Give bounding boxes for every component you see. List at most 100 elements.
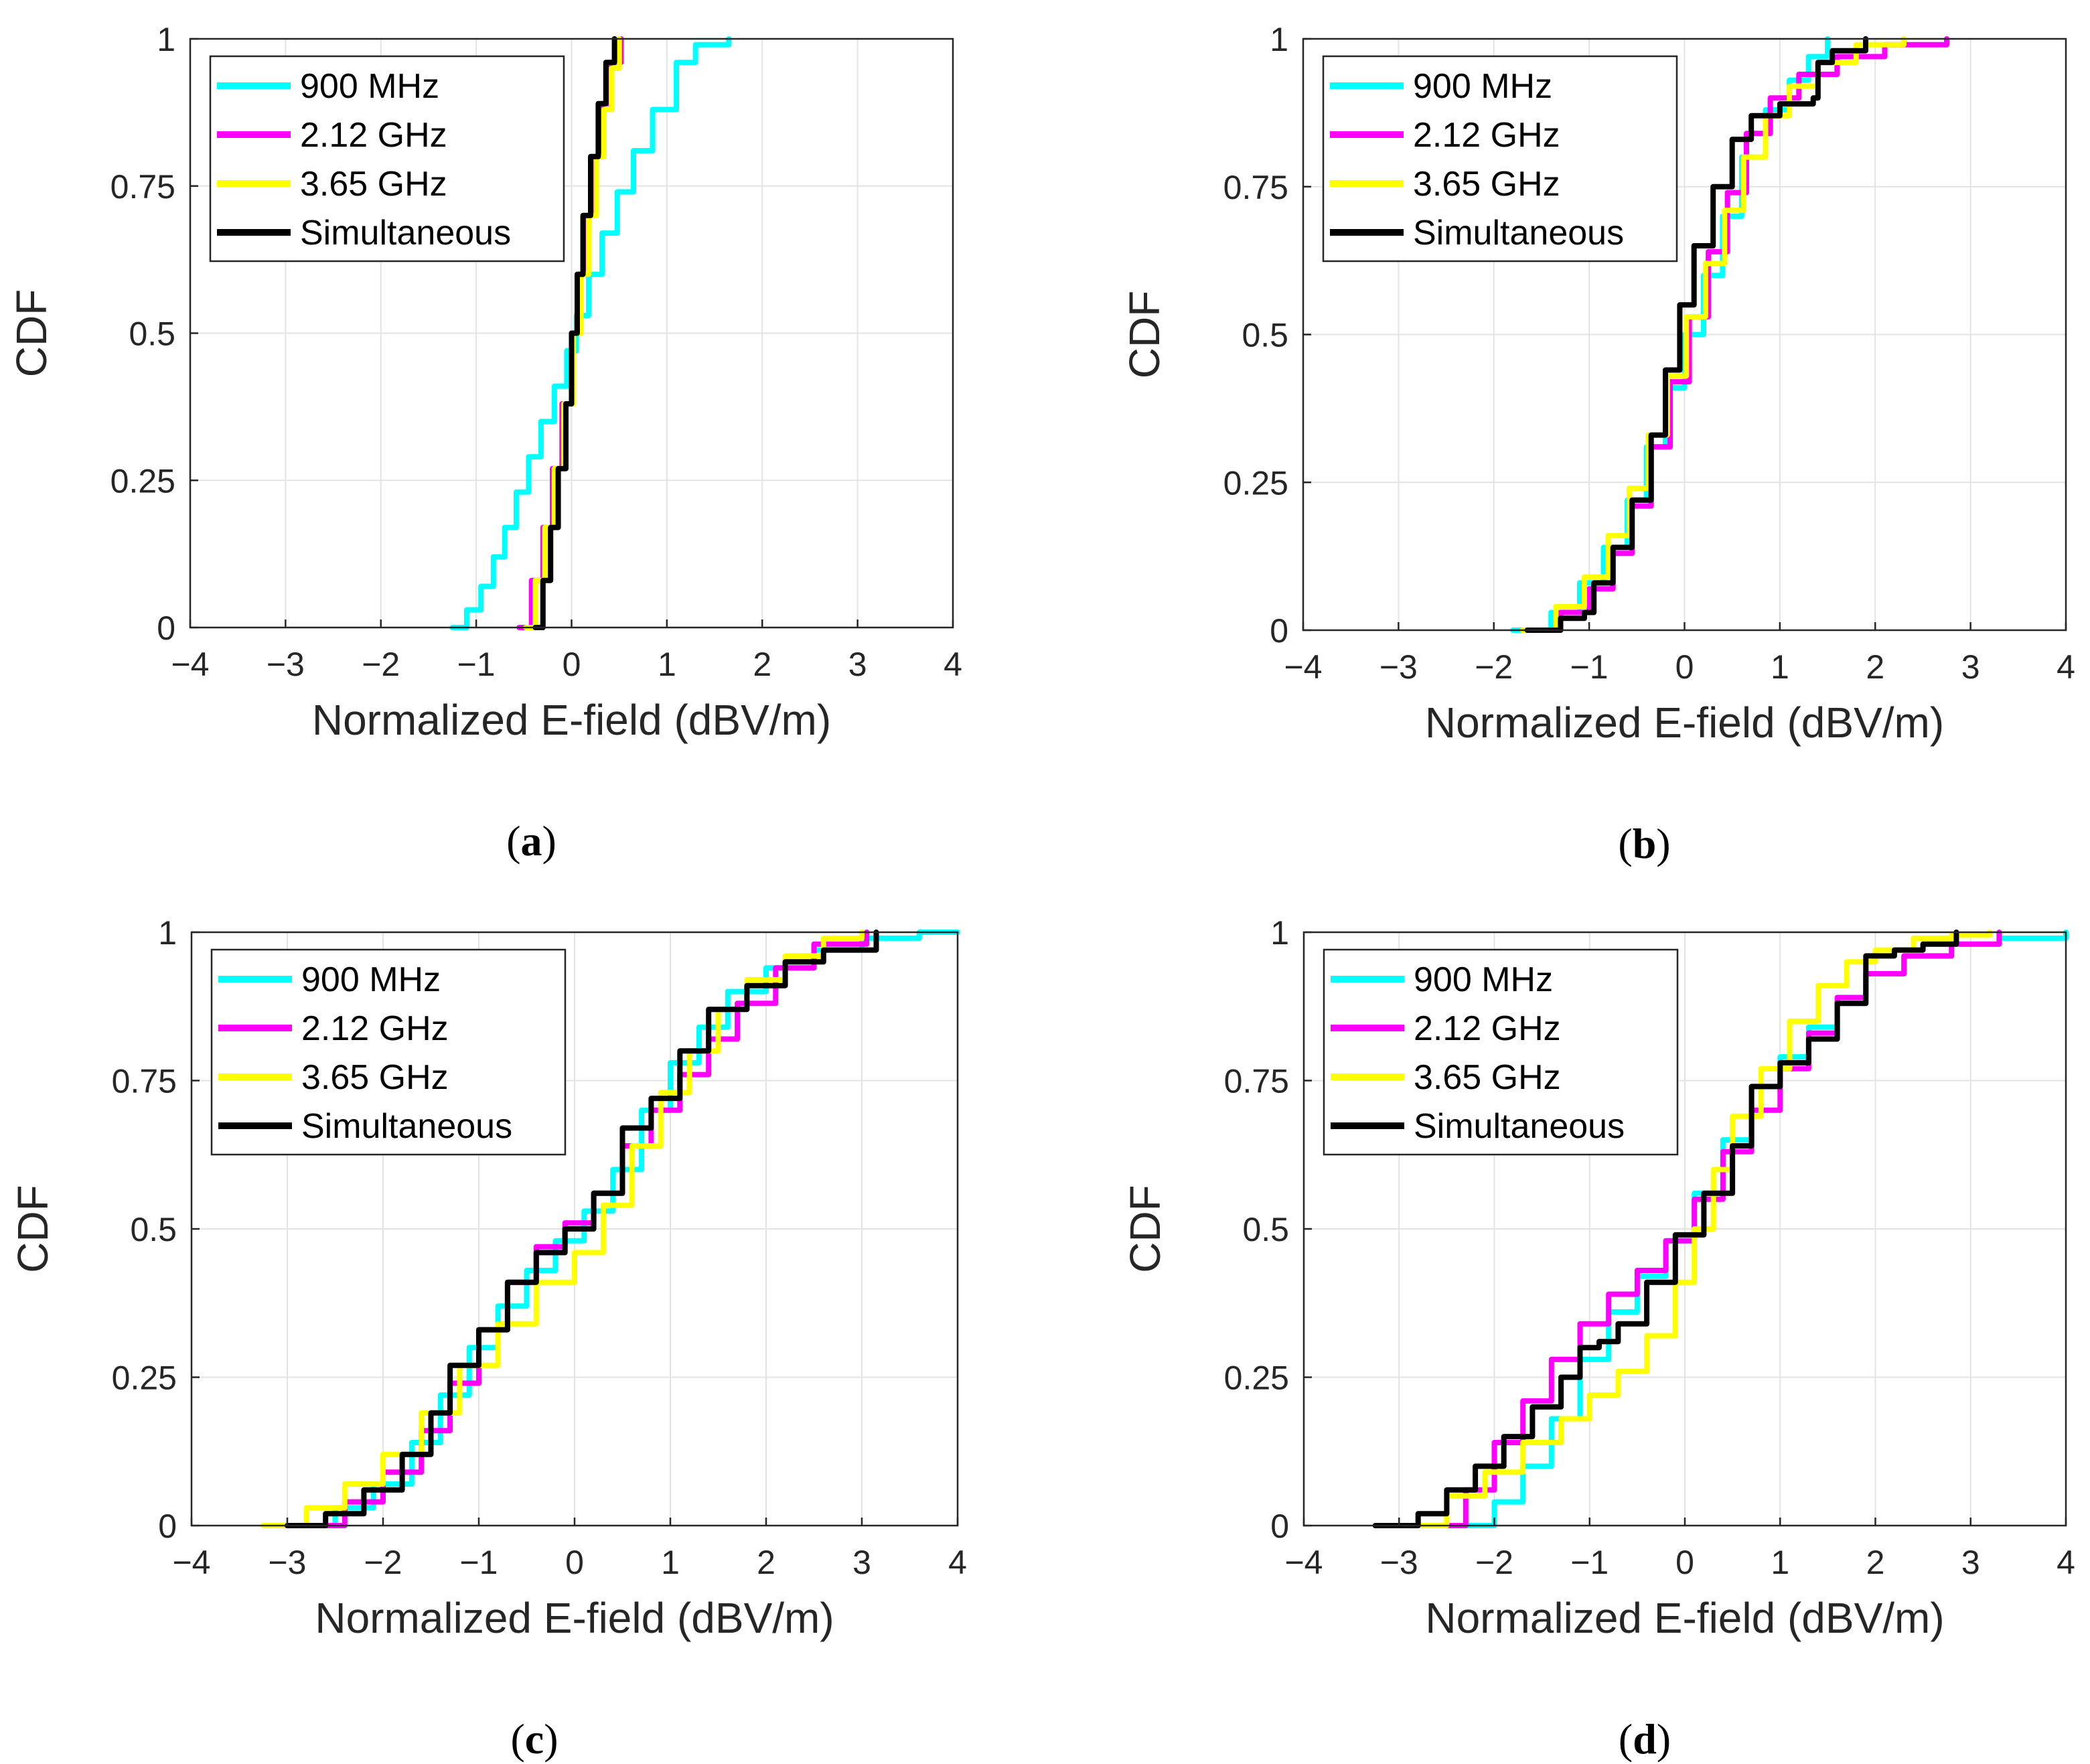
x-tick-label: −4 [172, 1544, 210, 1581]
x-tick-label: −4 [1284, 648, 1322, 686]
x-tick-label: −2 [1475, 648, 1513, 686]
x-tick-label: −1 [457, 646, 496, 683]
panel-caption-letter: c [525, 1715, 544, 1763]
x-tick-label: 2 [1866, 1544, 1885, 1581]
series-line-simultaneous [532, 36, 617, 630]
x-tick-label: 0 [1675, 1544, 1694, 1581]
legend-box [210, 948, 567, 1156]
x-tick-label: 2 [757, 1544, 775, 1581]
x-tick-label: 4 [2057, 1544, 2075, 1581]
x-tick-label: 2 [1866, 648, 1884, 686]
x-axis-label: Normalized E-field (dBV/m) [1425, 699, 1944, 747]
y-tick-label: 0 [157, 609, 175, 647]
x-tick-label: −3 [1380, 1544, 1418, 1581]
y-tick-label: 0.75 [112, 1063, 177, 1100]
panel-caption: (a) [506, 817, 556, 865]
y-tick-label: 0.75 [110, 168, 175, 206]
x-tick-label: 3 [1961, 648, 1980, 686]
legend-entry: 900 MHz [301, 960, 441, 999]
y-tick-label: 0.25 [1223, 464, 1288, 502]
y-axis-label: CDF [1120, 291, 1169, 379]
y-tick-label: 0 [1270, 1508, 1289, 1545]
chart-panel-a: −4 −3 −2 −1 0 1 2 3 4 0 0.25 0.5 0.75 1 Normalized E-f… [7, 21, 962, 865]
x-tick-label: 1 [661, 1544, 680, 1581]
y-tick-label: 0.5 [129, 315, 175, 353]
legend-entry: 3.65 GHz [1414, 1058, 1561, 1097]
x-tick-label: 3 [848, 646, 867, 683]
legend: 900 MHz 2.12 GHz 3.65 GHz Simultaneous [1323, 948, 1679, 1156]
x-tick-label: −3 [1379, 648, 1418, 686]
legend-entry: 900 MHz [1413, 67, 1552, 106]
series-line-simultaneous [1372, 930, 1959, 1528]
y-tick-label: 0.75 [1223, 169, 1288, 206]
x-tick-label: 1 [658, 646, 676, 683]
series-line-900-mhz [449, 36, 732, 630]
x-tick-label: 0 [1675, 648, 1694, 686]
panel-caption-letter: b [1633, 820, 1657, 867]
panel-caption: (b) [1618, 820, 1670, 867]
panel-caption: (d) [1619, 1715, 1671, 1763]
y-tick-label: 1 [157, 21, 175, 58]
legend-entry: 900 MHz [300, 67, 439, 106]
series-line-3-65-ghz [260, 930, 865, 1528]
x-tick-label: −2 [1475, 1544, 1513, 1581]
chart-panel-b: −4 −3 −2 −1 0 1 2 3 4 0 0.25 0.5 0.75 1 Normalized E-f… [1120, 21, 2075, 867]
panel-caption-letter: d [1633, 1715, 1657, 1763]
legend-box [1323, 948, 1679, 1156]
legend-entry: 3.65 GHz [300, 165, 447, 204]
legend-entry: Simultaneous [300, 214, 511, 252]
y-tick-label: 0.25 [1224, 1359, 1289, 1397]
legend-box [209, 55, 565, 263]
x-tick-label: 1 [1771, 648, 1789, 686]
x-tick-label: −1 [1570, 648, 1609, 686]
x-tick-label: 4 [944, 646, 962, 683]
x-tick-label: 4 [948, 1544, 967, 1581]
legend-entry: 3.65 GHz [301, 1058, 449, 1097]
y-tick-label: 0.75 [1224, 1063, 1289, 1100]
x-axis-label: Normalized E-field (dBV/m) [315, 1594, 834, 1642]
y-tick-label: 0 [1270, 612, 1288, 650]
x-tick-label: 3 [852, 1544, 871, 1581]
y-tick-label: 0.25 [110, 462, 175, 500]
y-tick-label: 1 [158, 914, 177, 952]
x-tick-label: 3 [1961, 1544, 1980, 1581]
x-tick-label: −1 [459, 1544, 498, 1581]
x-tick-label: 2 [753, 646, 771, 683]
x-tick-label: −4 [1284, 1544, 1323, 1581]
x-tick-label: 1 [1771, 1544, 1789, 1581]
x-axis-label: Normalized E-field (dBV/m) [1425, 1594, 1944, 1642]
x-tick-label: −3 [267, 646, 305, 683]
panel-caption-letter: a [521, 817, 542, 865]
series-line-simultaneous [285, 930, 879, 1528]
chart-panel-c: −4 −3 −2 −1 0 1 2 3 4 0 0.25 0.5 0.75 1 Normalized E-f… [9, 914, 967, 1763]
legend-entry: Simultaneous [301, 1107, 512, 1146]
legend-entry: 2.12 GHz [1414, 1009, 1561, 1048]
x-tick-label: −2 [364, 1544, 402, 1581]
legend-entry: 2.12 GHz [300, 116, 447, 155]
x-tick-label: −3 [268, 1544, 306, 1581]
y-tick-label: 1 [1270, 914, 1289, 952]
y-tick-label: 0.5 [130, 1211, 177, 1248]
x-tick-label: 4 [2057, 648, 2075, 686]
x-axis-label: Normalized E-field (dBV/m) [312, 696, 831, 744]
legend-box [1322, 55, 1678, 263]
legend: 900 MHz 2.12 GHz 3.65 GHz Simultaneous [1322, 55, 1678, 263]
y-tick-label: 1 [1270, 21, 1288, 58]
series-line-3-65-ghz [523, 36, 622, 630]
x-tick-label: −2 [362, 646, 400, 683]
y-tick-label: 0.25 [112, 1359, 177, 1397]
x-tick-label: −1 [1570, 1544, 1609, 1581]
y-tick-label: 0.5 [1242, 1211, 1289, 1248]
y-tick-label: 0 [158, 1508, 177, 1545]
legend-entry: 3.65 GHz [1413, 165, 1560, 204]
legend: 900 MHz 2.12 GHz 3.65 GHz Simultaneous [210, 948, 567, 1156]
legend-entry: Simultaneous [1413, 214, 1624, 252]
series-line-simultaneous [1524, 36, 1868, 633]
y-tick-label: 0.5 [1242, 317, 1288, 354]
legend: 900 MHz 2.12 GHz 3.65 GHz Simultaneous [209, 55, 565, 263]
legend-entry: 900 MHz [1414, 960, 1553, 999]
legend-entry: 2.12 GHz [1413, 116, 1560, 155]
legend-entry: 2.12 GHz [301, 1009, 449, 1048]
panel-caption: (c) [510, 1715, 558, 1763]
